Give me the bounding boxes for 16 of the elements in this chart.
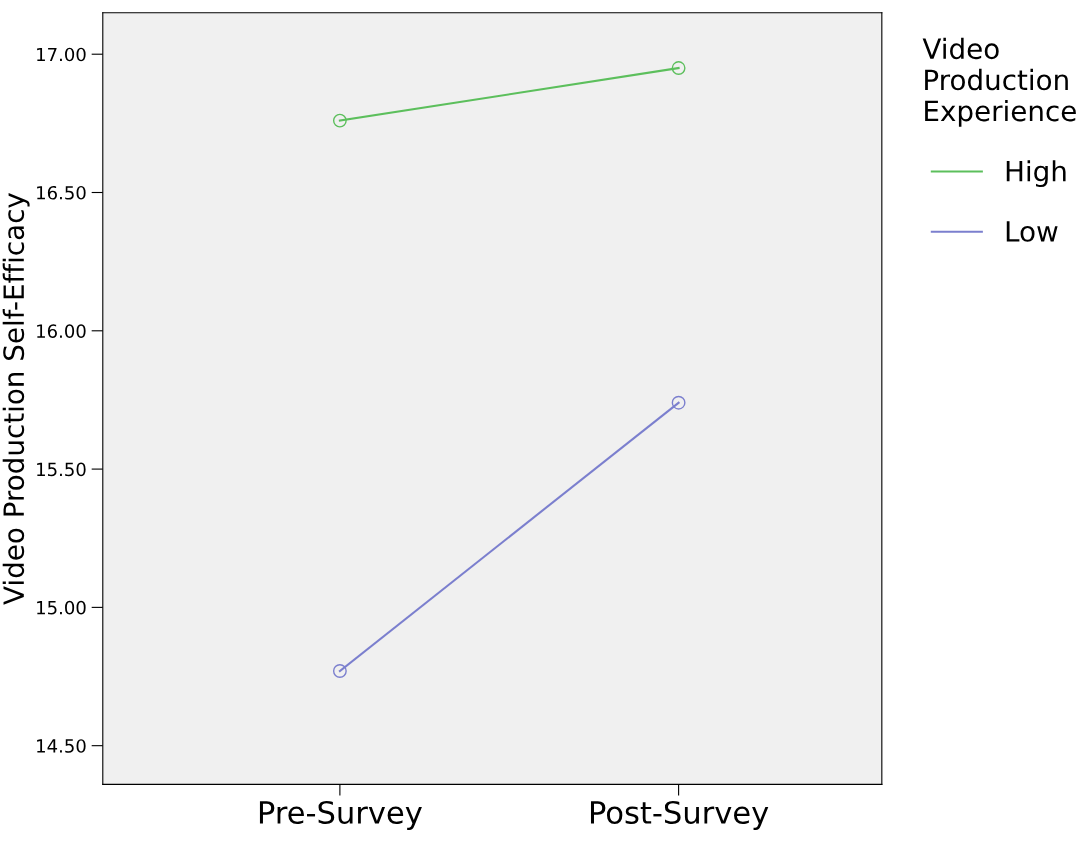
x-tick-label: Pre-Survey [259, 800, 422, 830]
legend-title: Video Production Experience [922, 37, 1076, 127]
point [332, 113, 347, 128]
point [332, 664, 347, 678]
y-tick-label: 14.50 [37, 739, 86, 753]
y-tick-label: 17.00 [37, 47, 86, 62]
y-axis-title: Video Production Self-Efficacy [2, 192, 30, 605]
y-tick-label: 15.50 [37, 462, 86, 477]
y-tick-label: 16.00 [37, 324, 86, 338]
point [671, 395, 686, 410]
y-tick-label: 15.00 [37, 600, 86, 615]
legend-label: High [1006, 160, 1066, 188]
y-tick-label: 16.50 [37, 185, 86, 200]
point [671, 61, 686, 75]
x-tick-label: Post-Survey [590, 800, 769, 830]
legend-label: Low [1006, 221, 1058, 242]
